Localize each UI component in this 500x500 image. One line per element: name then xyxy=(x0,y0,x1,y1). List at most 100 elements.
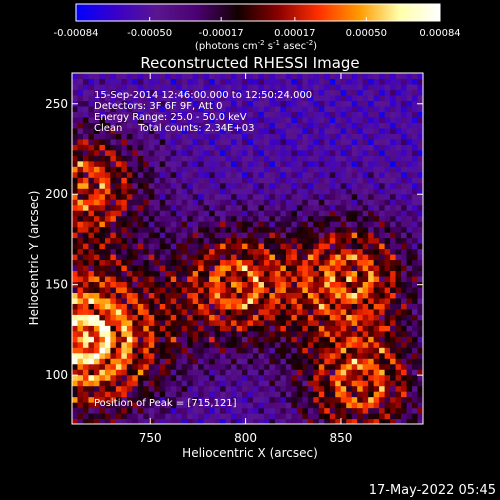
heatmap-cell xyxy=(335,275,342,282)
heatmap-cell xyxy=(99,325,106,332)
heatmap-cell xyxy=(176,160,183,167)
heatmap-cell xyxy=(379,391,386,398)
heatmap-cell xyxy=(274,105,281,112)
heatmap-cell xyxy=(126,281,133,288)
heatmap-cell xyxy=(357,319,364,326)
heatmap-cell xyxy=(368,270,375,277)
heatmap-cell xyxy=(203,369,210,376)
heatmap-cell xyxy=(340,116,347,123)
heatmap-cell xyxy=(357,204,364,211)
heatmap-cell xyxy=(104,292,111,299)
heatmap-cell xyxy=(340,270,347,277)
heatmap-cell xyxy=(412,413,419,420)
heatmap-cell xyxy=(280,166,287,173)
heatmap-cell xyxy=(198,237,205,244)
heatmap-cell xyxy=(401,138,408,145)
heatmap-cell xyxy=(263,352,271,359)
heatmap-cell xyxy=(148,325,155,332)
heatmap-cell xyxy=(291,380,298,387)
heatmap-cell xyxy=(181,199,188,206)
heatmap-cell xyxy=(154,149,161,156)
heatmap-cell xyxy=(110,314,117,321)
heatmap-cell xyxy=(368,122,375,129)
heatmap-cell xyxy=(401,177,408,184)
heatmap-cell xyxy=(209,243,216,250)
heatmap-cell xyxy=(280,215,287,222)
heatmap-cell xyxy=(362,171,369,178)
heatmap-cell xyxy=(346,166,353,173)
heatmap-cell xyxy=(231,413,238,420)
heatmap-cell xyxy=(181,418,188,424)
heatmap-cell xyxy=(340,243,347,250)
heatmap-cell xyxy=(318,286,325,293)
heatmap-cell xyxy=(417,78,423,85)
heatmap-cell xyxy=(72,286,79,293)
heatmap-cell xyxy=(209,149,216,156)
heatmap-cell xyxy=(110,319,117,326)
heatmap-cell xyxy=(274,385,281,392)
heatmap-cell xyxy=(340,259,347,266)
heatmap-cell xyxy=(225,237,232,244)
heatmap-cell xyxy=(252,193,260,200)
heatmap-cell xyxy=(401,89,408,96)
heatmap-cell xyxy=(318,253,325,261)
heatmap-cell xyxy=(154,264,161,272)
heatmap-cell xyxy=(296,407,303,414)
heatmap-cell xyxy=(181,204,188,211)
heatmap-cell xyxy=(401,182,408,189)
heatmap-cell xyxy=(362,407,369,414)
heatmap-cell xyxy=(143,177,150,184)
heatmap-cell xyxy=(302,347,309,354)
heatmap-cell xyxy=(143,336,150,343)
heatmap-cell xyxy=(242,347,249,354)
heatmap-cell xyxy=(362,374,369,381)
heatmap-cell xyxy=(220,221,227,228)
heatmap-cell xyxy=(247,73,254,80)
heatmap-cell xyxy=(176,83,183,91)
heatmap-cell xyxy=(247,243,254,250)
heatmap-cell xyxy=(263,407,271,414)
heatmap-cell xyxy=(198,182,205,189)
heatmap-cell xyxy=(220,380,227,387)
heatmap-cell xyxy=(209,144,216,151)
heatmap-cell xyxy=(357,374,364,381)
heatmap-cell xyxy=(373,347,380,354)
heatmap-cell xyxy=(412,221,419,228)
heatmap-cell xyxy=(99,232,106,239)
heatmap-cell xyxy=(198,303,205,310)
heatmap-cell xyxy=(132,363,139,370)
heatmap-cell xyxy=(302,363,309,370)
heatmap-cell xyxy=(126,347,133,354)
heatmap-cell xyxy=(269,352,276,359)
heatmap-cell xyxy=(93,319,101,326)
heatmap-cell xyxy=(247,111,254,118)
heatmap-cell xyxy=(313,418,320,424)
heatmap-cell xyxy=(329,396,336,403)
heatmap-cell xyxy=(291,116,298,123)
heatmap-cell xyxy=(77,363,84,370)
footer-timestamp: 17-May-2022 05:45 xyxy=(369,483,496,498)
heatmap-cell xyxy=(154,286,161,293)
heatmap-cell xyxy=(77,237,84,244)
heatmap-cell xyxy=(198,275,205,282)
heatmap-cell xyxy=(291,319,298,326)
colorbar-tick-label: 0.00050 xyxy=(346,28,387,39)
heatmap-cell xyxy=(198,402,205,409)
heatmap-cell xyxy=(417,407,423,414)
heatmap-cell xyxy=(285,237,292,244)
heatmap-cell xyxy=(291,100,298,107)
heatmap-cell xyxy=(115,221,122,228)
heatmap-cell xyxy=(285,155,292,162)
heatmap-cell xyxy=(274,358,281,365)
heatmap-cell xyxy=(115,138,122,145)
heatmap-cell xyxy=(203,413,210,420)
heatmap-cell xyxy=(220,188,227,195)
heatmap-cell xyxy=(77,116,84,123)
heatmap-cell xyxy=(247,369,254,376)
heatmap-cell xyxy=(258,89,265,96)
heatmap-cell xyxy=(346,155,353,162)
heatmap-cell xyxy=(296,308,303,315)
heatmap-cell xyxy=(231,352,238,359)
heatmap-cell xyxy=(82,100,90,107)
heatmap-cell xyxy=(269,237,276,244)
